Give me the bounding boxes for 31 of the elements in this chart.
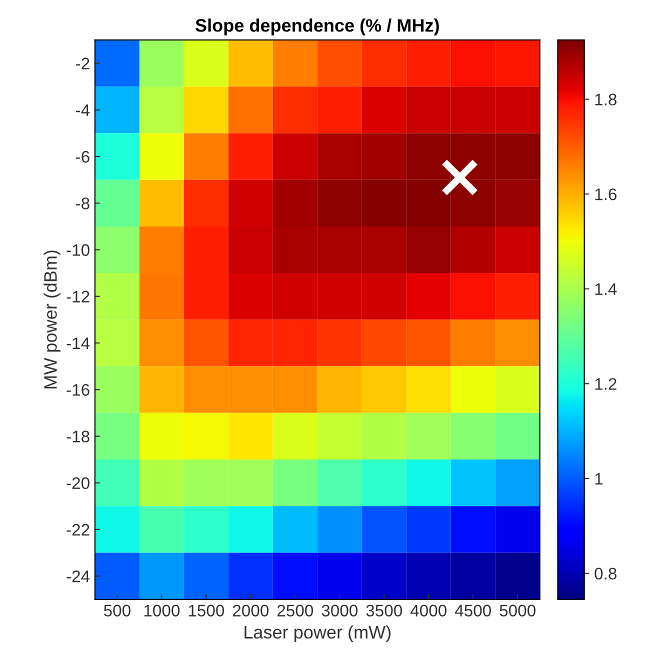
y-tick-label: -22 xyxy=(66,524,90,536)
chart-title: Slope dependence (% / MHz) xyxy=(196,18,439,36)
x-tick-label: 4000 xyxy=(410,604,446,617)
x-tick-label: 3000 xyxy=(322,604,358,617)
x-axis-title: Laser power (mW) xyxy=(244,625,391,642)
color-bar-label: 1 xyxy=(595,473,602,485)
x-tick-label: 2000 xyxy=(232,604,269,617)
y-tick-label: -24 xyxy=(66,570,90,582)
y-tick-label: -14 xyxy=(66,338,90,350)
y-tick-label: -6 xyxy=(76,150,90,163)
color-bar-label: 1.4 xyxy=(595,283,617,295)
x-tick-label: 5000 xyxy=(500,604,536,617)
y-tick-label: -16 xyxy=(66,384,90,396)
y-tick-label: -2 xyxy=(76,58,90,70)
y-tick-label: -20 xyxy=(66,477,90,490)
x-tick-label: 500 xyxy=(104,604,130,617)
x-tick-label: 2500 xyxy=(277,604,314,617)
color-bar-label: 1.6 xyxy=(595,188,616,200)
y-tick-label: -10 xyxy=(66,244,90,256)
y-tick-label: -8 xyxy=(76,198,90,210)
y-axis-title: MW power (dBm) xyxy=(44,250,60,388)
x-tick-label: 1500 xyxy=(188,604,224,617)
y-tick-label: -18 xyxy=(66,430,90,442)
y-tick-label: -12 xyxy=(66,290,90,302)
color-bar-label: 0.8 xyxy=(594,568,616,580)
color-bar-label: 1.2 xyxy=(595,378,616,390)
x-tick-label: 3500 xyxy=(366,604,402,617)
color-bar-label: 1.8 xyxy=(595,94,616,106)
y-tick-label: -4 xyxy=(76,104,90,116)
x-tick-label: 1000 xyxy=(144,604,180,617)
x-tick-label: 4500 xyxy=(454,604,491,617)
